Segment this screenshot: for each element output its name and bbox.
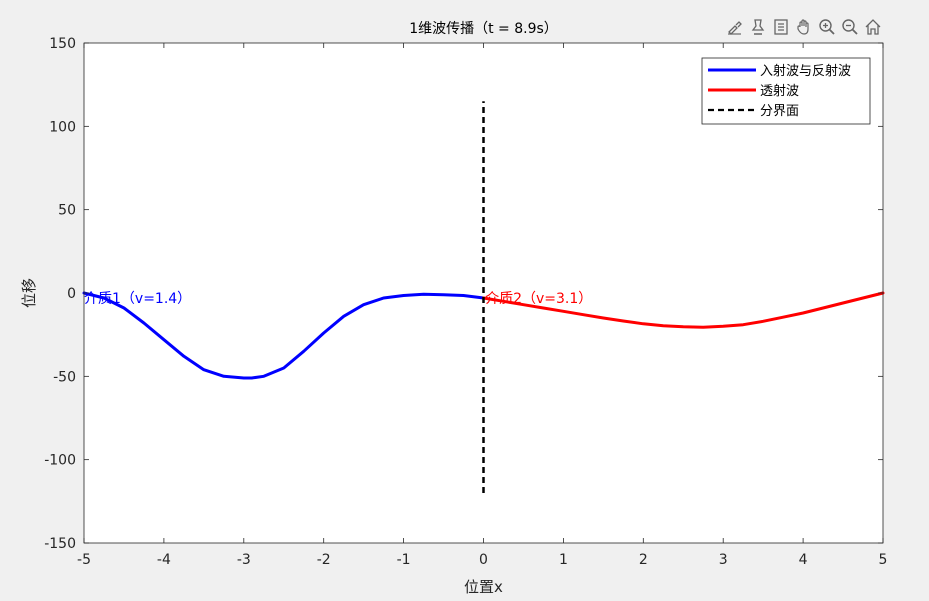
legend: 入射波与反射波 透射波 分界面: [701, 57, 871, 125]
legend-label-interface: 分界面: [760, 104, 799, 119]
x-tick-label: -1: [397, 552, 411, 568]
x-tick-label: -2: [317, 552, 331, 568]
legend-label-incident: 入射波与反射波: [760, 63, 851, 79]
y-tick-label: -100: [44, 453, 76, 469]
y-tick-label: 100: [49, 119, 76, 135]
legend-label-transmitted: 透射波: [760, 83, 799, 99]
brush-icon[interactable]: [725, 16, 745, 38]
chart-title: 1维波传播（t = 8.9s）: [409, 21, 558, 37]
incident-reflected-wave-line: [82, 291, 485, 380]
axes-box: [83, 42, 884, 544]
y-axis-label: 位移: [20, 278, 38, 308]
y-tick-label: -50: [53, 369, 76, 385]
x-tick-label: 1: [559, 552, 568, 568]
home-icon[interactable]: [863, 16, 883, 38]
x-tick-label: 5: [879, 552, 888, 568]
x-tick-label: 2: [639, 552, 648, 568]
pin-icon[interactable]: [748, 16, 768, 38]
zoom-out-icon[interactable]: [840, 16, 860, 38]
transmitted-wave-line: [482, 291, 885, 329]
pan-icon[interactable]: [794, 16, 814, 38]
y-tick-label: 0: [67, 286, 76, 302]
datatip-icon[interactable]: [771, 16, 791, 38]
zoom-in-icon[interactable]: [817, 16, 837, 38]
x-tick-label: -3: [237, 552, 251, 568]
medium-2-label: 介质2（v=3.1）: [485, 291, 592, 307]
y-tick-label: 50: [58, 203, 76, 219]
x-tick-label: -4: [157, 552, 171, 568]
x-axis-label: 位置x: [464, 578, 503, 596]
x-tick-label: 4: [799, 552, 808, 568]
y-tick-label: 150: [49, 36, 76, 52]
y-tick-label: -150: [44, 536, 76, 552]
x-tick-label: 0: [479, 552, 488, 568]
x-tick-label: -5: [77, 552, 91, 568]
medium-1-label: 介质1（v=1.4）: [84, 291, 191, 307]
figure-toolbar: [725, 16, 883, 38]
x-tick-label: 3: [719, 552, 728, 568]
